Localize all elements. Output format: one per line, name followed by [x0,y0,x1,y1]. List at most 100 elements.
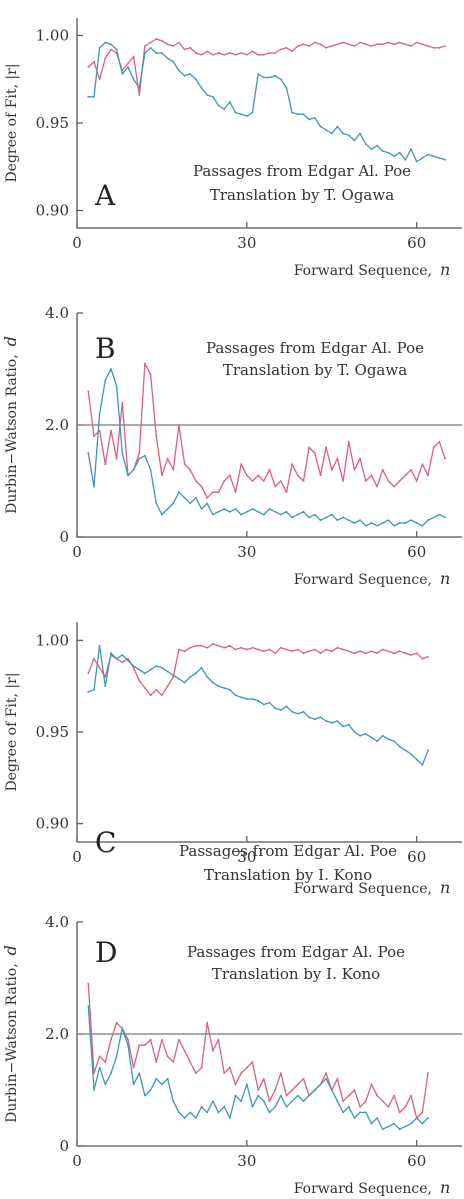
data-point [155,435,158,438]
data-point [376,524,378,527]
data-point [144,1044,146,1047]
data-point [347,650,350,653]
data-point [404,1125,407,1128]
data-point [404,1105,407,1108]
y-tick-label: 1.00 [36,631,69,649]
y-tick-label: 0.90 [36,202,69,220]
data-point [353,139,356,142]
data-point [353,45,356,47]
data-point [172,60,175,63]
x-tick-label: 0 [72,1152,82,1170]
data-point [104,57,107,60]
data-point [234,491,237,494]
data-point [415,480,418,482]
data-point [353,522,356,524]
data-point [223,53,226,56]
data-point [410,1094,412,1097]
data-point [189,502,192,505]
data-point [370,1083,373,1086]
data-point [381,468,384,471]
data-point [353,1117,356,1119]
data-point [268,508,271,510]
data-point [110,43,112,46]
y-axis-label: Durbin−Watson Ratio, d [1,336,20,514]
data-point [223,687,226,689]
series-line-red [87,362,446,499]
data-point [212,491,214,494]
data-point [291,516,293,519]
data-point [285,705,288,708]
data-point [376,652,378,655]
data-point [421,157,424,159]
data-point [110,368,112,370]
data-point [387,1105,390,1108]
data-point [274,74,277,77]
data-point [98,1055,101,1058]
data-point [257,1089,260,1091]
data-point [319,43,322,46]
data-point [234,111,237,114]
data-point [240,513,243,516]
data-point [183,74,186,77]
data-point [359,1105,361,1108]
y-axis-label-text: Degree of Fit, |r| [4,63,20,182]
data-point [296,113,299,116]
data-point [296,1083,299,1086]
data-point [404,652,407,655]
data-point [291,1100,293,1103]
data-point [132,666,135,669]
data-point [189,1111,192,1114]
data-point [370,650,373,653]
data-point [149,373,152,376]
data-point [183,1049,186,1052]
data-point [415,758,418,761]
data-point [200,666,203,669]
data-point [172,45,175,47]
data-point [279,646,282,649]
data-point [262,1100,265,1103]
data-point [410,753,412,755]
data-point [246,1083,248,1086]
data-point [195,496,197,499]
data-point [229,644,231,647]
data-point [110,1072,112,1075]
data-point [313,1089,316,1091]
x-axis-label-text: Forward Sequence, [294,881,432,897]
data-point [166,457,169,460]
data-point [421,657,424,660]
x-tick-label: 60 [407,234,426,252]
series-line-red [87,983,429,1119]
data-point [279,1072,282,1075]
data-point [195,1072,197,1075]
data-point [104,463,107,466]
data-point [432,155,435,158]
data-point [206,50,209,53]
data-point [166,685,169,688]
data-point [195,78,197,81]
data-point [330,721,333,724]
data-point [262,650,265,653]
data-point [234,1083,237,1086]
data-point [161,513,163,516]
data-point [257,648,260,651]
data-point [166,670,169,673]
x-axis-label-var: n [440,260,450,279]
data-point [364,732,367,735]
data-point [161,694,163,697]
data-point [438,46,441,49]
data-point [387,519,390,522]
x-tick-label: 60 [407,848,426,866]
data-point [217,1038,220,1041]
data-point [178,69,180,72]
data-point [246,510,248,513]
data-point [93,688,95,691]
data-point [398,1111,401,1114]
data-point [381,522,384,524]
data-point [240,1072,243,1075]
data-point [336,125,339,128]
data-point [155,52,158,54]
data-point [302,510,305,513]
data-point [364,43,367,46]
data-point [347,43,350,46]
